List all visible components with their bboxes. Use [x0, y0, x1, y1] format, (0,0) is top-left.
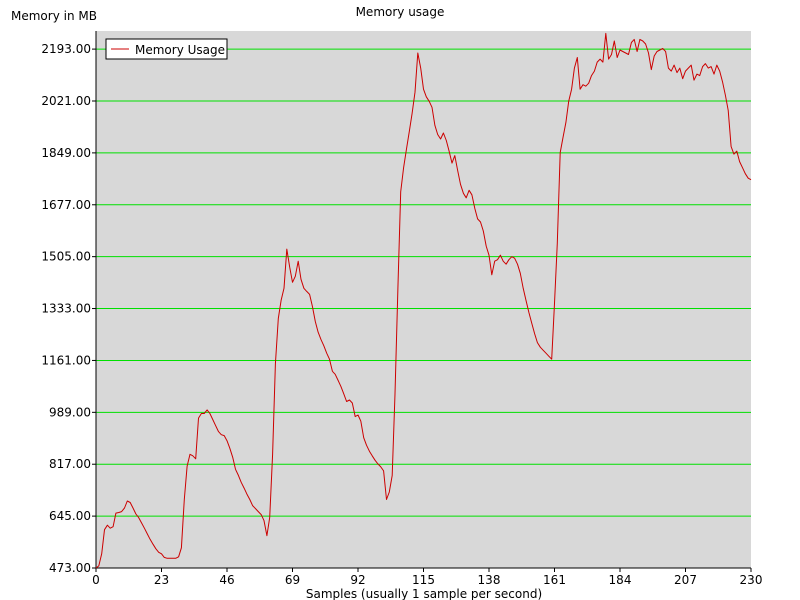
series-line-memory-usage — [95, 32, 752, 569]
y-tick-label: 1849.00 — [41, 146, 91, 160]
x-tick-label: 0 — [92, 573, 100, 587]
legend-label-memory-usage: Memory Usage — [135, 43, 225, 57]
series-layer — [95, 32, 752, 569]
x-tick-label: 184 — [609, 573, 632, 587]
plot-area — [96, 31, 751, 568]
x-tick-label: 115 — [412, 573, 435, 587]
x-tick-label: 138 — [478, 573, 501, 587]
x-tick-label: 92 — [350, 573, 365, 587]
y-tick-label: 1505.00 — [41, 250, 91, 264]
y-tick-label: 2021.00 — [41, 94, 91, 108]
y-tick-labels: 473.00 645.00 817.00 989.00 1161.00 1333.00 15… — [41, 42, 91, 575]
x-tick-label: 230 — [740, 573, 763, 587]
chart-title: Memory usage — [356, 5, 445, 19]
legend-box — [105, 38, 228, 60]
y-tick-label: 1333.00 — [41, 302, 91, 316]
axes — [92, 31, 752, 572]
y-tick-label: 989.00 — [49, 405, 91, 419]
legend: Memory Usage — [105, 38, 228, 60]
y-tick-label: 1677.00 — [41, 198, 91, 212]
y-tick-label: 473.00 — [49, 561, 91, 575]
x-axis-label: Samples (usually 1 sample per second) — [306, 587, 542, 600]
x-tick-labels: 0 23 46 69 92 115 138 161 184 207 230 — [92, 573, 762, 587]
y-axis-label: Memory in MB — [11, 9, 97, 23]
x-tick-label: 23 — [154, 573, 169, 587]
x-tick-label: 207 — [674, 573, 697, 587]
x-tick-label: 161 — [543, 573, 566, 587]
y-tick-label: 2193.00 — [41, 42, 91, 56]
y-tick-label: 1161.00 — [41, 353, 91, 367]
y-tick-label: 645.00 — [49, 509, 91, 523]
x-tick-label: 69 — [285, 573, 300, 587]
x-tick-label: 46 — [219, 573, 234, 587]
y-tick-label: 817.00 — [49, 457, 91, 471]
